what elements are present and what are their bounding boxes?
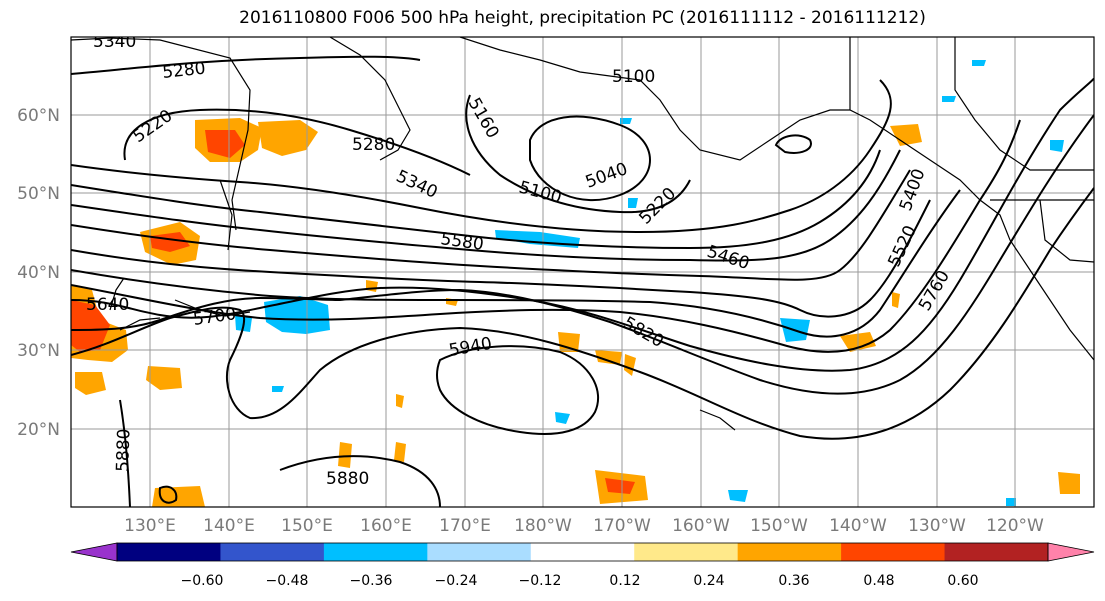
colorbar-tick-label: −0.36	[350, 573, 393, 589]
latitude-labels: 60°N 50°N 40°N 30°N 20°N	[17, 106, 60, 440]
height-contours	[71, 55, 1094, 507]
colorbar-extend-left	[70, 542, 118, 562]
longitude-labels: 130°E 140°E 150°E 160°E 170°E 180°W 170°…	[124, 516, 1044, 536]
colorbar-segment	[634, 543, 739, 561]
colorbar-segment	[530, 543, 635, 561]
colorbar-tick-label: 0.12	[609, 573, 640, 589]
lon-label: 160°E	[360, 516, 412, 536]
colorbar-segment	[220, 543, 325, 561]
colorbar-outline	[116, 542, 1049, 562]
colorbar-extend-right	[1047, 542, 1095, 562]
coastlines	[71, 37, 1094, 431]
colorbar-tick-label: −0.24	[435, 573, 478, 589]
lon-label: 130°E	[124, 516, 176, 536]
precip-negative-shading	[235, 60, 1064, 506]
contour-label: 5280	[352, 135, 395, 155]
contour-label: 5100	[612, 67, 655, 87]
lon-label: 160°W	[672, 516, 730, 536]
lon-label: 180°W	[514, 516, 572, 536]
map-area: 5340 5280 5220 5160 5100 5280 5340 5100 …	[71, 32, 1094, 507]
contour-label: 5640	[86, 295, 129, 315]
contour-label: 5880	[113, 428, 134, 472]
colorbar-tick-label: −0.48	[266, 573, 309, 589]
lon-label: 120°W	[986, 516, 1044, 536]
lon-label: 170°E	[439, 516, 491, 536]
lon-label: 170°W	[593, 516, 651, 536]
colorbar-tick-label: −0.60	[181, 573, 224, 589]
colorbar-segment	[944, 543, 1049, 561]
contour-label: 5340	[93, 32, 136, 52]
colorbar-tick-label: 0.36	[778, 573, 809, 589]
map-frame	[70, 36, 1095, 508]
lat-label: 30°N	[17, 341, 60, 361]
lat-label: 20°N	[17, 420, 60, 440]
lon-label: 150°E	[281, 516, 333, 536]
colorbar-tick-label: 0.60	[947, 573, 978, 589]
lat-label: 40°N	[17, 263, 60, 283]
contour-label: 5880	[326, 469, 369, 489]
lon-label: 140°E	[203, 516, 255, 536]
colorbar-tick-label: −0.12	[519, 573, 562, 589]
colorbar-tick-label: 0.24	[693, 573, 724, 589]
chart-title: 2016110800 F006 500 hPa height, precipit…	[239, 8, 926, 28]
lon-label: 150°W	[750, 516, 808, 536]
colorbar-segment	[841, 543, 946, 561]
colorbar-ticks: −0.60 −0.48 −0.36 −0.24 −0.12 0.12 0.24 …	[181, 573, 979, 589]
lat-label: 60°N	[17, 106, 60, 126]
colorbar-segment	[427, 543, 532, 561]
colorbar: −0.60 −0.48 −0.36 −0.24 −0.12 0.12 0.24 …	[70, 542, 1095, 589]
lat-label: 50°N	[17, 184, 60, 204]
contour-label: 5280	[161, 59, 206, 83]
colorbar-segment	[117, 543, 221, 561]
colorbar-segment	[323, 543, 428, 561]
lon-label: 140°W	[829, 516, 887, 536]
map-gridlines	[71, 37, 1094, 507]
lon-label: 130°W	[908, 516, 966, 536]
colorbar-segments	[117, 543, 1049, 561]
colorbar-tick-label: 0.48	[863, 573, 894, 589]
colorbar-segment	[737, 543, 842, 561]
